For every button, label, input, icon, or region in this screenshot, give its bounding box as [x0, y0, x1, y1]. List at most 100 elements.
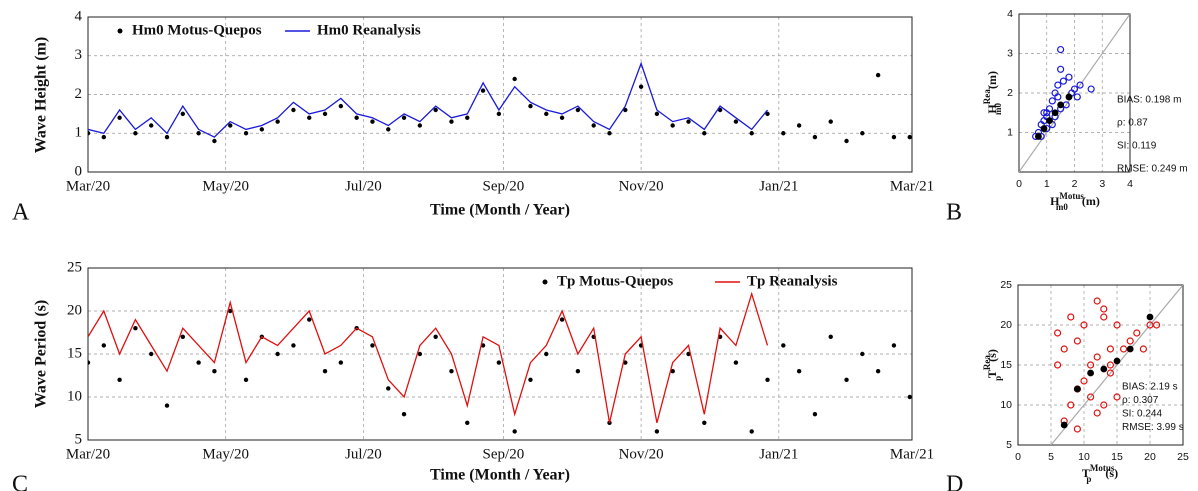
data-point — [607, 131, 612, 136]
scatter-point — [1053, 361, 1062, 369]
data-point — [828, 334, 833, 339]
x-tick-label: Jan/21 — [759, 446, 798, 462]
data-point — [212, 369, 217, 374]
scatter-point — [1067, 313, 1075, 321]
y-label: TRea. p (s) — [982, 349, 1003, 381]
stat-annotation: ρ: 0.307 — [1122, 395, 1159, 406]
data-point — [828, 119, 833, 124]
data-point — [496, 360, 502, 365]
label-sup: Motus — [1090, 463, 1115, 473]
scatter-point — [1057, 101, 1065, 109]
stat-annotation: BIAS: 0.198 m — [1117, 95, 1181, 106]
data-point — [164, 134, 170, 140]
plot-frame — [87, 267, 913, 441]
data-point — [338, 103, 344, 109]
data-point — [196, 360, 201, 365]
scatter-point — [1046, 117, 1053, 125]
y-tick-label: 20 — [67, 302, 82, 318]
data-point — [101, 343, 107, 348]
data-point — [291, 343, 296, 348]
x-tick-label: Mar/21 — [890, 446, 934, 462]
data-point — [749, 429, 754, 434]
data-point — [654, 429, 660, 434]
plot-area — [88, 291, 912, 434]
data-point — [781, 131, 786, 136]
plot-frame — [87, 16, 913, 173]
x-tick-label: 1 — [1044, 178, 1050, 190]
scatter-point — [1053, 329, 1062, 337]
y-tick-label: 5 — [75, 431, 83, 447]
scatter-point — [1059, 77, 1068, 85]
data-point — [733, 119, 739, 124]
panel-letter: D — [946, 472, 963, 491]
data-point — [765, 377, 770, 382]
scatter-point — [1100, 365, 1108, 373]
data-point — [180, 111, 186, 117]
x-tick-label: Nov/20 — [619, 178, 664, 194]
data-point — [465, 420, 470, 425]
scatter-point — [1073, 425, 1082, 433]
scatter-point — [1100, 313, 1108, 321]
data-point — [844, 138, 849, 144]
data-point — [164, 403, 170, 408]
scatter-point — [1126, 345, 1134, 353]
data-point — [654, 111, 660, 117]
x-tick-label: 0 — [1015, 451, 1021, 463]
y-label: Wave Height (m) — [33, 37, 50, 153]
x-tick-label: 15 — [1111, 451, 1123, 463]
scatter-point — [1133, 329, 1141, 337]
data-point — [717, 107, 723, 113]
data-point — [765, 111, 770, 117]
x-tick-label: Mar/20 — [66, 178, 110, 194]
y-tick-label: 5 — [1006, 439, 1012, 451]
x-tick-label: 2 — [1072, 178, 1078, 190]
scatter-point — [1051, 109, 1059, 117]
plot-frame — [1017, 284, 1184, 446]
stat-annotation: BIAS: 2.19 s — [1122, 382, 1178, 393]
data-point — [623, 107, 628, 113]
label-sup: Rea. — [982, 353, 992, 370]
y-tick-label: 2 — [75, 86, 83, 102]
series-line — [88, 291, 769, 423]
data-point — [591, 123, 596, 128]
scatter-point — [1040, 109, 1048, 117]
data-point — [860, 351, 865, 357]
x-label: Time (Month / Year) — [430, 202, 570, 219]
data-point — [528, 377, 533, 382]
data-point — [291, 107, 296, 113]
y-tick-label: 4 — [1007, 8, 1013, 20]
x-label: TMotus p (s) — [1082, 463, 1118, 484]
data-point — [417, 123, 423, 128]
data-point — [512, 76, 517, 82]
panel-letter: A — [12, 200, 30, 226]
y-tick-label: 1 — [1007, 126, 1013, 138]
data-point — [559, 317, 565, 322]
data-point — [88, 131, 91, 136]
x-tick-label: Mar/20 — [66, 446, 110, 462]
x-tick-label: Mar/21 — [890, 178, 934, 194]
y-tick-label: 3 — [75, 47, 83, 63]
data-point — [370, 119, 375, 124]
data-point — [812, 412, 818, 417]
scatter-point — [1073, 337, 1082, 345]
data-point — [891, 134, 897, 140]
data-point — [133, 131, 138, 136]
data-point — [259, 127, 265, 132]
data-point — [275, 119, 280, 124]
scatter-point — [1086, 361, 1095, 369]
scatter-point — [1146, 313, 1154, 321]
scatter-point — [1065, 93, 1073, 101]
data-point — [528, 103, 533, 109]
scatter-point — [1080, 377, 1088, 385]
x-tick-label: 3 — [1099, 178, 1105, 190]
data-point — [480, 88, 486, 93]
scatter-point — [1067, 401, 1075, 409]
scatter-point — [1139, 345, 1148, 353]
x-tick-label: 4 — [1127, 178, 1133, 190]
plot-area — [1050, 285, 1183, 445]
data-point — [749, 131, 754, 136]
data-point — [544, 351, 549, 357]
identity-line — [1050, 285, 1183, 445]
data-point — [702, 131, 707, 136]
data-point — [101, 134, 107, 140]
